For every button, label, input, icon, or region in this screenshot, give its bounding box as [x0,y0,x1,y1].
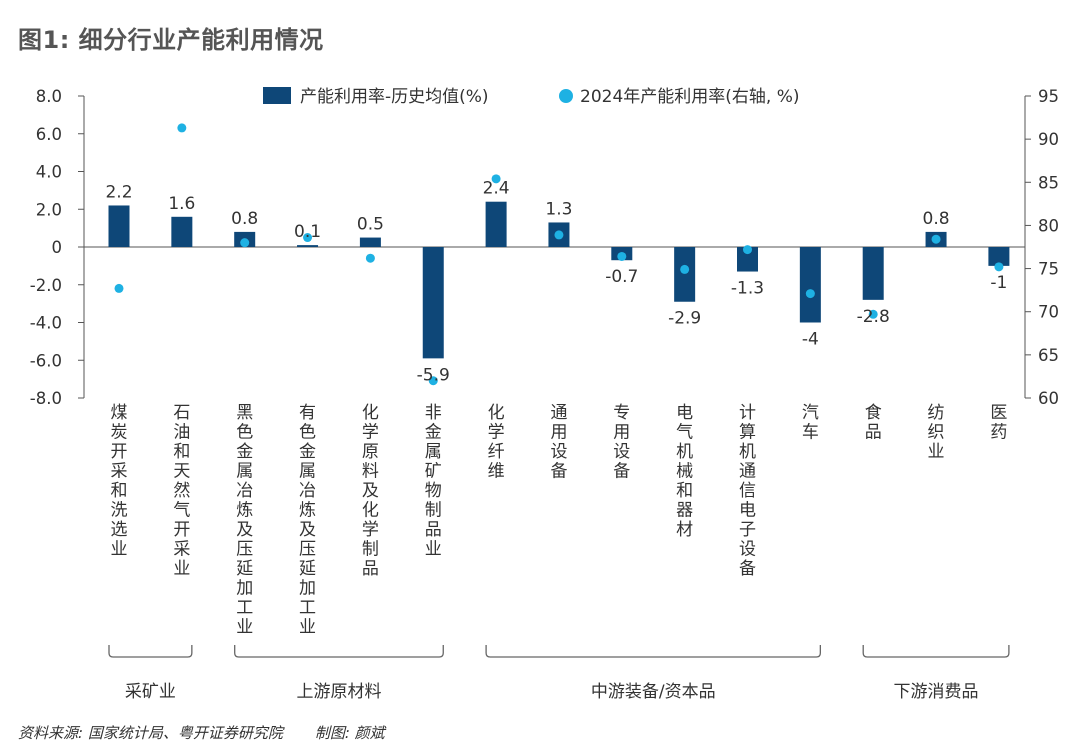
category-label: 汽车 [802,403,819,443]
category-label: 专用设备 [613,403,630,482]
category-label: 黑色金属冶炼及压延加工业 [236,403,253,638]
scatter-point [177,123,187,133]
bar [799,247,821,323]
left-tick-label: 8.0 [36,87,62,106]
bar-value-label: 0.5 [357,215,384,235]
scatter-point [428,376,438,386]
legend: 产能利用率-历史均值(%) 2024年产能利用率(右轴, %) [263,87,800,107]
left-tick-label: -4.0 [30,314,62,333]
chart-title: 图1: 细分行业产能利用情况 [18,26,324,54]
bar-value-label: -1.3 [731,279,764,299]
legend-dot-label: 2024年产能利用率(右轴, %) [580,87,800,107]
scatter-point [365,253,375,263]
bar-series [108,201,1010,359]
bar-value-label: 1.3 [545,199,572,219]
bar-value-label: 0.1 [294,222,321,242]
left-tick-label: 0 [52,238,63,257]
group-bracket [234,645,444,658]
right-tick-label: 95 [1038,87,1059,106]
right-tick-label: 60 [1038,389,1059,408]
axes: 8.0 6.0 4.0 2.0 0 -2.0 -4.0 -6.0 -8.0 95 90 85 80 75 7… [30,87,1059,408]
category-label: 非金属矿物制品业 [425,403,442,560]
bar-value-label: -4 [802,330,819,350]
group-bracket [485,645,821,658]
bar [422,247,444,359]
category-label: 通用设备 [550,403,567,482]
bar-value-label: 0.8 [923,209,950,229]
bar [674,247,696,302]
bar-value-label: 2.2 [105,182,132,202]
scatter-point [240,238,250,248]
category-label: 医药 [990,403,1007,443]
category-label: 计算机通信电子设备 [739,403,756,579]
left-tick-label: 6.0 [36,125,62,144]
bar-value-label: -1 [990,273,1007,293]
bar [485,201,507,247]
bar [171,216,193,247]
group-brackets: 采矿业 上游原材料 中游装备/资本品 下游消费品 [108,645,1010,702]
scatter-point [114,283,124,293]
category-label: 有色金属冶炼及压延加工业 [299,403,316,638]
bar [297,245,319,247]
group-label: 下游消费品 [894,682,979,702]
left-tick-label: -2.0 [30,276,62,295]
category-label: 食品 [865,403,882,443]
scatter-point [931,234,941,244]
category-label: 煤炭开采和洗选业 [111,403,128,560]
bar [988,247,1010,266]
category-labels: 煤炭开采和洗选业 石油和天然气开采业 黑色金属冶炼及压延加工业 有色金属冶炼及压延加工… [111,403,1008,638]
bar [359,237,381,247]
bar-value-label: 1.6 [168,194,195,214]
group-label: 采矿业 [125,682,176,702]
scatter-point [617,251,627,261]
scatter-point [868,309,878,319]
group-label: 上游原材料 [296,682,381,702]
maker-note: 制图: 颜斌 [314,724,385,742]
left-tick-label: 2.0 [36,200,62,219]
scatter-series [114,123,1004,386]
left-tick-label: 4.0 [36,163,62,182]
group-label: 中游装备/资本品 [591,682,716,702]
legend-dot-swatch [559,89,573,103]
right-tick-label: 70 [1038,303,1059,322]
bar [108,205,130,247]
legend-bar-swatch [263,87,291,104]
bar [737,247,758,272]
left-tick-label: -6.0 [30,351,62,370]
right-tick-label: 65 [1038,346,1059,365]
right-tick-label: 80 [1038,216,1059,235]
scatter-point [491,174,501,184]
scatter-point [994,262,1004,272]
chart: 8.0 6.0 4.0 2.0 0 -2.0 -4.0 -6.0 -8.0 95 90 85 80 75 7… [30,87,1059,702]
group-bracket [862,645,1010,658]
legend-bar-label: 产能利用率-历史均值(%) [300,87,489,107]
scatter-point [805,289,815,299]
bar-value-label: 2.4 [483,179,510,199]
bar-value-label: -2.9 [668,309,701,329]
bar [862,247,884,300]
scatter-point [554,230,564,240]
scatter-point [303,233,313,243]
category-label: 化学原料及化学制品 [362,403,379,579]
bar-value-label: 0.8 [231,209,258,229]
footer: 资料来源: 国家统计局、粤开证券研究院 制图: 颜斌 [18,722,385,743]
scatter-point [743,245,752,255]
category-label: 电气机械和器材 [676,403,693,540]
category-label: 化学纤维 [488,403,505,482]
bar-value-label: -5.9 [417,365,450,385]
right-tick-label: 90 [1038,130,1059,149]
bar-value-label: -0.7 [605,267,638,287]
bar-value-label: -2.8 [857,307,890,327]
group-bracket [108,645,193,658]
scatter-point [680,264,690,274]
category-label: 石油和天然气开采业 [173,403,190,579]
data-labels: 2.2 1.6 0.8 0.1 0.5 -5.9 2.4 1.3 -0.7 -2.9 -1.3 -4 -… [105,179,1007,386]
left-tick-label: -8.0 [30,389,62,408]
right-tick-label: 75 [1038,260,1059,279]
source-note: 资料来源: 国家统计局、粤开证券研究院 [18,724,283,742]
category-label: 纺织业 [928,403,945,462]
right-tick-label: 85 [1038,173,1059,192]
